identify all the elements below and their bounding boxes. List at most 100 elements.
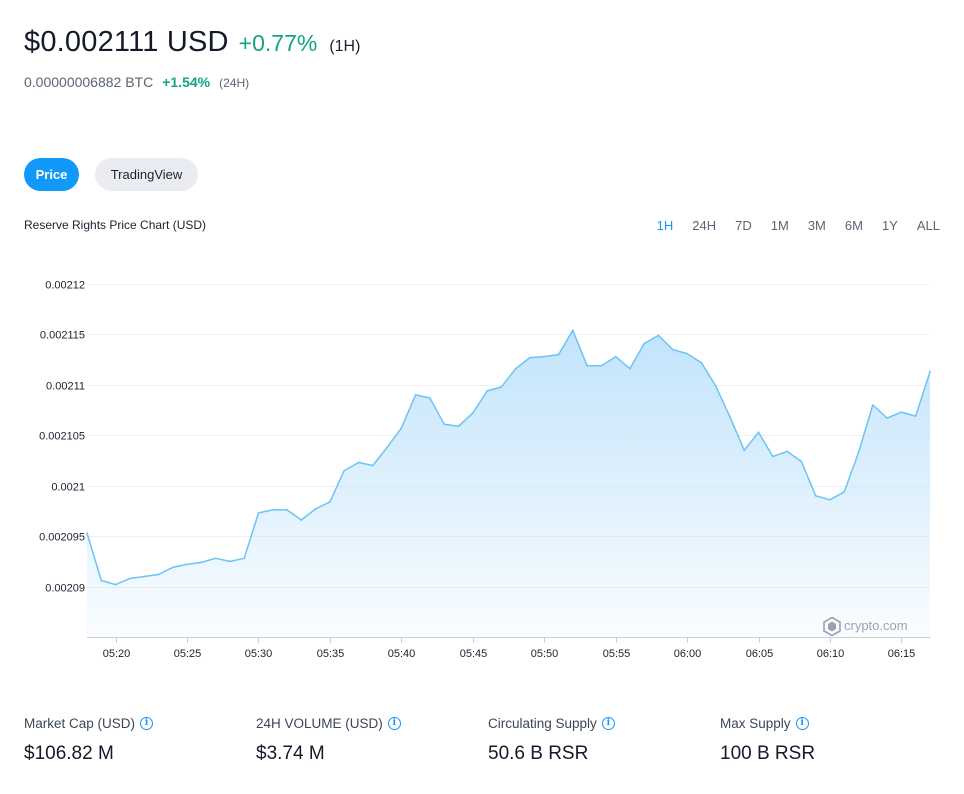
y-tick-label: 0.002115: [40, 330, 85, 342]
range-1m[interactable]: 1M: [770, 218, 789, 233]
price-point: [729, 416, 731, 418]
x-tick-label: 06:15: [888, 648, 916, 660]
y-axis-labels: 0.00209 0.002095 0.0021 0.002105 0.00211 0.00…: [39, 280, 85, 595]
range-3m[interactable]: 3M: [807, 218, 826, 233]
price-point: [157, 573, 160, 576]
price-point: [600, 364, 603, 367]
price-point: [200, 561, 203, 564]
price-point: [229, 560, 231, 563]
stat-circulating-supply: Circulating Supply i 50.6 B RSR: [488, 716, 720, 765]
market-stats: Market Cap (USD) i $106.82 M 24H VOLUME …: [24, 716, 952, 765]
price-point: [671, 348, 674, 351]
price-chart: 0.00209 0.002095 0.0021 0.002105 0.00211 0.00…: [39, 280, 931, 660]
price-point: [357, 461, 360, 464]
y-tick-label: 0.00211: [46, 381, 85, 393]
price-point: [643, 342, 646, 345]
y-tick-label: 0.0021: [51, 482, 85, 494]
info-icon[interactable]: i: [140, 717, 154, 730]
tab-price[interactable]: Price: [24, 158, 79, 191]
price-point: [486, 390, 488, 392]
crypto-com-logo-icon: [823, 616, 841, 637]
x-tick-label: 06:05: [746, 648, 774, 660]
price-point: [186, 563, 188, 566]
price-period: (1H): [329, 38, 361, 55]
price-point: [214, 557, 217, 560]
price-header: $0.002111 USD +0.77% (1H): [24, 26, 360, 59]
price-point: [329, 501, 331, 503]
price-point: [429, 397, 431, 399]
price-point: [657, 334, 660, 337]
btc-price: 0.00000006882 BTC: [24, 74, 154, 90]
crypto-com-watermark: crypto.com: [823, 616, 908, 637]
price-point: [857, 451, 860, 454]
price-point: [414, 394, 417, 396]
stat-market-cap: Market Cap (USD) i $106.82 M: [24, 716, 256, 765]
stat-max-supply: Max Supply i 100 B RSR: [720, 716, 952, 765]
price-point: [86, 532, 88, 534]
price-point: [843, 490, 846, 493]
x-tick-label: 05:35: [317, 648, 345, 660]
price-point: [586, 364, 588, 367]
price-point: [257, 512, 260, 514]
price-point: [914, 415, 917, 417]
x-tick-label: 05:30: [245, 648, 273, 660]
stat-value: $3.74 M: [256, 743, 325, 764]
stat-label: 24H VOLUME (USD): [256, 716, 383, 731]
price-point: [886, 417, 888, 419]
price-point: [129, 577, 131, 580]
price-point: [557, 353, 560, 356]
price-points: [86, 329, 931, 586]
tab-tradingview[interactable]: TradingView: [95, 158, 198, 191]
price-point: [714, 385, 717, 387]
x-axis-labels: 05:20 05:25 05:30 05:35 05:40 05:45 05:50 05:55…: [103, 637, 916, 660]
time-range-selector: 1H 24H 7D 1M 3M 6M 1Y ALL: [638, 218, 940, 233]
price-point: [871, 404, 874, 406]
price-point: [457, 425, 460, 428]
price-point: [786, 450, 788, 453]
price-point: [443, 423, 446, 426]
price-point: [571, 329, 574, 332]
price-area: [87, 330, 930, 637]
stat-label: Max Supply: [720, 716, 791, 731]
info-icon[interactable]: i: [795, 717, 809, 730]
x-tick-label: 05:55: [603, 648, 631, 660]
x-tick-label: 05:25: [174, 648, 202, 660]
watermark-text: crypto.com: [844, 618, 908, 633]
info-icon[interactable]: i: [387, 717, 401, 730]
stat-label: Circulating Supply: [488, 716, 597, 731]
price-point: [400, 427, 403, 430]
x-tick-label: 06:10: [817, 648, 845, 660]
btc-price-row: 0.00000006882 BTC +1.54% (24H): [24, 74, 249, 90]
price-line: [86, 329, 931, 586]
current-price: $0.002111 USD: [24, 26, 229, 58]
price-point: [686, 352, 688, 355]
price-point: [529, 356, 531, 359]
range-24h[interactable]: 24H: [692, 218, 717, 233]
price-point: [114, 583, 117, 586]
x-tick-label: 05:20: [103, 648, 131, 660]
price-point: [500, 386, 503, 388]
price-point: [614, 355, 617, 358]
y-tick-label: 0.00209: [45, 583, 85, 595]
btc-period: (24H): [219, 76, 250, 90]
price-point: [900, 411, 903, 413]
info-icon[interactable]: i: [601, 717, 615, 730]
stat-value: 100 B RSR: [720, 743, 816, 764]
range-1h[interactable]: 1H: [656, 218, 674, 233]
price-point: [471, 412, 474, 414]
range-all[interactable]: ALL: [916, 218, 940, 233]
range-7d[interactable]: 7D: [735, 218, 752, 233]
price-point: [771, 455, 774, 458]
price-point: [514, 367, 517, 370]
range-6m[interactable]: 6M: [844, 218, 863, 233]
x-tick-label: 05:50: [531, 648, 559, 660]
y-tick-label: 0.002105: [39, 431, 85, 443]
price-point: [929, 370, 931, 373]
price-point: [300, 519, 303, 521]
price-point: [243, 557, 246, 560]
price-point: [757, 431, 760, 434]
price-point: [286, 509, 288, 511]
price-point: [314, 508, 317, 510]
x-tick-label: 06:00: [674, 648, 702, 660]
range-1y[interactable]: 1Y: [881, 218, 898, 233]
